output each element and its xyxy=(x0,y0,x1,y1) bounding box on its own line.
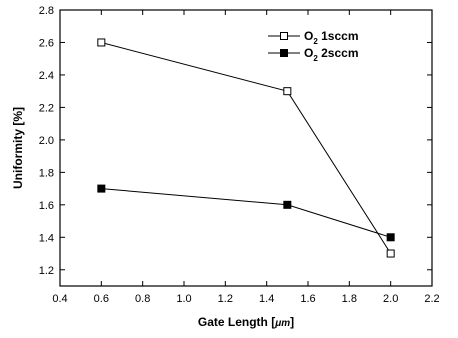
axis-ticks xyxy=(59,9,433,286)
legend-marker xyxy=(280,32,288,40)
x-tick-label: 1.2 xyxy=(218,293,233,305)
y-tick-label: 1.8 xyxy=(39,167,54,179)
x-tick-label: 1.0 xyxy=(176,293,191,305)
filled-square-point xyxy=(283,200,292,209)
legend-label: O2 1sccm xyxy=(304,29,359,46)
x-tick-label: 1.8 xyxy=(342,293,357,305)
y-tick-label: 2.2 xyxy=(39,102,54,114)
series-line-2 xyxy=(101,188,391,238)
y-tick-label: 2.6 xyxy=(39,37,54,49)
legend-label: O2 2sccm xyxy=(304,46,359,63)
x-tick-label: 1.6 xyxy=(300,293,315,305)
x-tick-label: 2.0 xyxy=(383,293,398,305)
x-tick-label: 2.2 xyxy=(424,293,439,305)
open-square-point xyxy=(386,249,395,258)
x-tick-label: 0.6 xyxy=(94,293,109,305)
x-tick-labels: 0.4 0.6 0.8 1.0 1.2 1.4 1.6 1.8 2.0 2.2 xyxy=(52,293,439,305)
y-tick-label: 2.4 xyxy=(39,70,54,82)
x-tick-label: 0.8 xyxy=(135,293,150,305)
x-tick-label: 0.4 xyxy=(52,293,67,305)
series-lines xyxy=(101,42,392,254)
plot-frame xyxy=(59,9,433,287)
open-square-point xyxy=(283,87,292,96)
y-tick-label: 2.0 xyxy=(39,135,54,147)
x-tick-label: 1.4 xyxy=(259,293,274,305)
x-axis-title: Gate Length [μm] xyxy=(198,315,294,329)
y-tick-labels: 1.2 1.4 1.6 1.8 2.0 2.2 2.4 2.6 2.8 xyxy=(39,5,54,277)
filled-square-point xyxy=(386,233,395,242)
legend-marker xyxy=(280,49,288,57)
y-tick-label: 2.8 xyxy=(39,5,54,17)
filled-square-point xyxy=(97,184,106,193)
series-line-1 xyxy=(101,42,392,254)
y-axis-title: Uniformity [%] xyxy=(11,107,25,189)
y-tick-label: 1.4 xyxy=(39,232,54,244)
series-points xyxy=(97,38,395,258)
open-square-point xyxy=(97,38,106,47)
y-tick-label: 1.2 xyxy=(39,265,54,277)
y-tick-label: 1.6 xyxy=(39,200,54,212)
